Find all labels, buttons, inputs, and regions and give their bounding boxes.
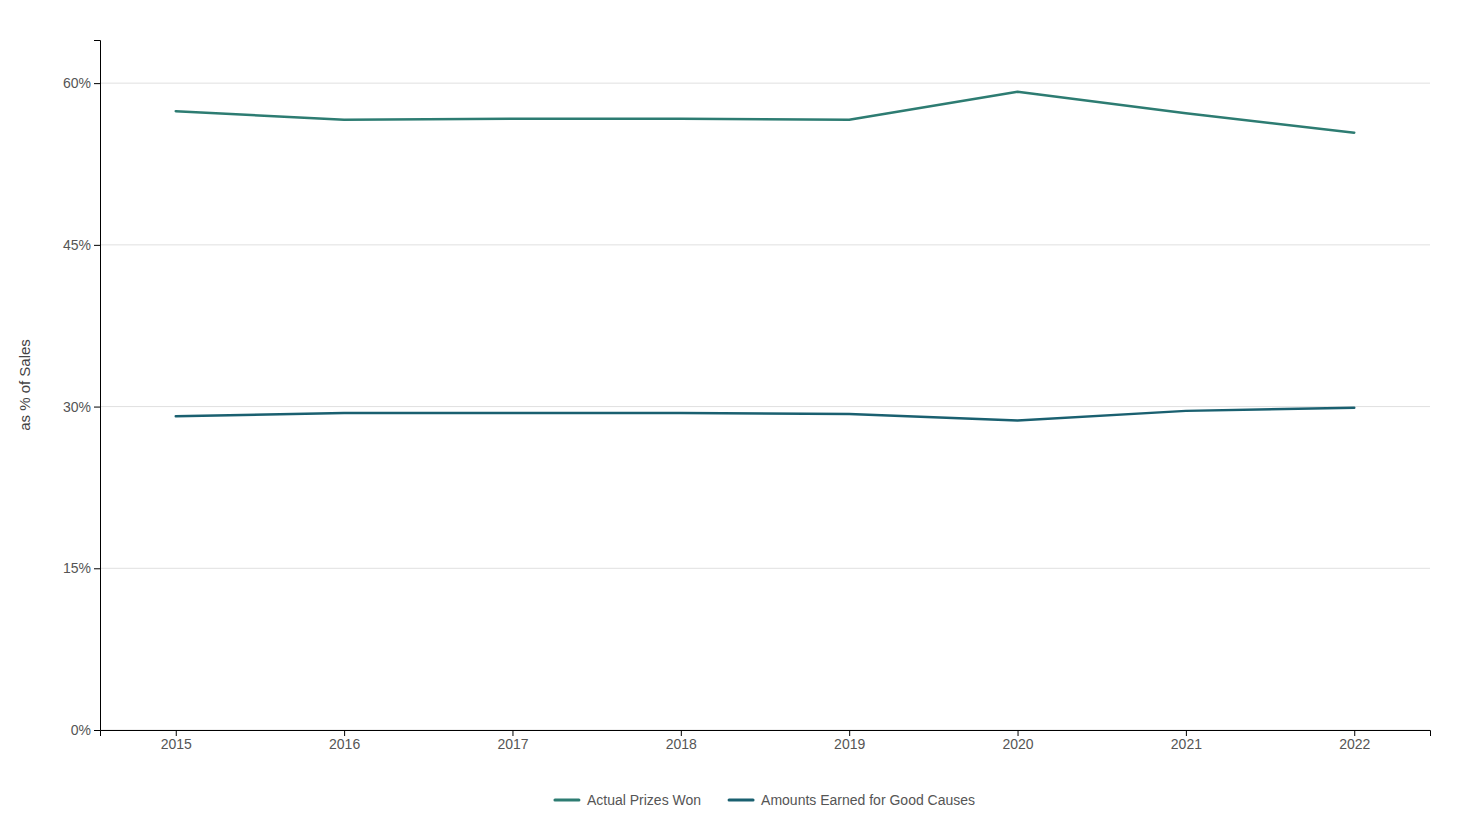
tick: 45% — [63, 237, 100, 253]
tick: 2021 — [1171, 730, 1202, 752]
tick-label: 2020 — [1002, 736, 1033, 752]
tick-mark — [94, 245, 100, 246]
tick: 2016 — [329, 730, 360, 752]
tick-label: 2015 — [161, 736, 192, 752]
tick: 60% — [63, 75, 100, 91]
grid-line — [100, 244, 1430, 245]
tick-label: 2019 — [834, 736, 865, 752]
tick-mark — [94, 730, 100, 731]
legend-label: Actual Prizes Won — [587, 792, 701, 808]
tick: 2018 — [666, 730, 697, 752]
line — [176, 92, 1354, 133]
tick: 2019 — [834, 730, 865, 752]
tick: 0% — [71, 722, 100, 738]
tick-label: 2022 — [1339, 736, 1370, 752]
legend-item: Actual Prizes Won — [555, 792, 701, 808]
tick-label: 2021 — [1171, 736, 1202, 752]
grid-line — [100, 83, 1430, 84]
grid-line — [100, 568, 1430, 569]
tick-label: 15% — [63, 560, 91, 576]
tick: 2015 — [161, 730, 192, 752]
tick-label: 2016 — [329, 736, 360, 752]
tick: 15% — [63, 560, 100, 576]
tick-label: 30% — [63, 399, 91, 415]
legend-item: Amounts Earned for Good Causes — [729, 792, 975, 808]
plot: 2015 2016 2017 2018 2019 2020 2021 2022 0% 15% 30%… — [16, 41, 1431, 752]
grid-line — [100, 406, 1430, 407]
tick: 2022 — [1339, 730, 1370, 752]
tick: 2020 — [1002, 730, 1033, 752]
axis-line — [101, 731, 1431, 737]
tick-mark — [94, 407, 100, 408]
axis-title: as % of Sales — [16, 339, 33, 431]
x-axis: 2015 2016 2017 2018 2019 2020 2021 2022 — [101, 730, 1431, 752]
tick-label: 45% — [63, 237, 91, 253]
tick-mark — [94, 83, 100, 84]
series-lines — [176, 92, 1354, 421]
tick: 30% — [63, 399, 100, 415]
axis-line — [94, 41, 101, 731]
tick-label: 0% — [71, 722, 91, 738]
line — [176, 408, 1354, 421]
chart: 2015 2016 2017 2018 2019 2020 2021 2022 0% 15% 30%… — [0, 0, 1480, 840]
legend: Actual Prizes Won Amounts Earned for Good… — [555, 792, 975, 808]
tick-mark — [94, 568, 100, 569]
tick-label: 2017 — [497, 736, 528, 752]
grid — [100, 83, 1430, 730]
y-axis: 0% 15% 30% 45% 60% — [63, 41, 101, 738]
legend-swatch — [555, 799, 579, 802]
tick: 2017 — [497, 730, 528, 752]
legend-swatch — [729, 799, 753, 802]
tick-label: 60% — [63, 75, 91, 91]
tick-label: 2018 — [666, 736, 697, 752]
legend-label: Amounts Earned for Good Causes — [761, 792, 975, 808]
